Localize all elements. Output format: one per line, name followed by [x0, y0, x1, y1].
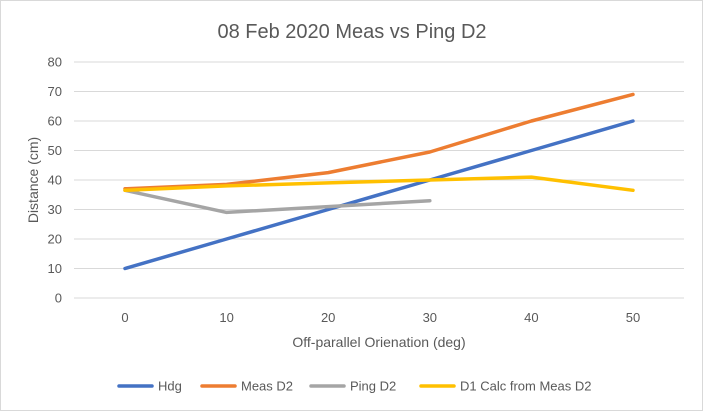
x-tick-label: 50	[626, 310, 640, 325]
y-tick-label: 0	[55, 291, 62, 306]
x-tick-label: 30	[423, 310, 437, 325]
y-tick-label: 10	[48, 261, 62, 276]
legend-label-d1-calc-from-meas-d2: D1 Calc from Meas D2	[460, 379, 591, 394]
chart-title: 08 Feb 2020 Meas vs Ping D2	[217, 21, 486, 43]
y-axis-title: Distance (cm)	[25, 137, 41, 223]
series-line-ping-d2	[123, 188, 432, 215]
x-tick-label: 40	[524, 310, 538, 325]
y-tick-label: 40	[48, 173, 62, 188]
legend-label-ping-d2: Ping D2	[350, 379, 396, 394]
x-tick-label: 0	[121, 310, 128, 325]
y-tick-label: 30	[48, 202, 62, 217]
x-axis-title: Off-parallel Orienation (deg)	[292, 334, 465, 350]
legend: Hdg Meas D2 Ping D2 D1 Calc from Meas D2	[117, 379, 591, 394]
x-tick-label: 20	[321, 310, 335, 325]
series-line-hdg	[123, 119, 635, 271]
y-tick-label: 70	[48, 84, 62, 99]
legend-label-meas-d2: Meas D2	[241, 379, 293, 394]
x-axis-ticks: 0 10 20 30 40 50	[121, 310, 640, 325]
y-tick-label: 50	[48, 143, 62, 158]
series-lines	[123, 92, 635, 271]
y-tick-label: 60	[48, 114, 62, 129]
y-tick-label: 20	[48, 232, 62, 247]
series-line-d1-calc-from-meas-d2	[123, 175, 635, 193]
x-tick-label: 10	[219, 310, 233, 325]
legend-label-hdg: Hdg	[158, 379, 182, 394]
y-axis-ticks: 0 10 20 30 40 50 60 70 80	[48, 55, 62, 306]
y-tick-label: 80	[48, 55, 62, 70]
